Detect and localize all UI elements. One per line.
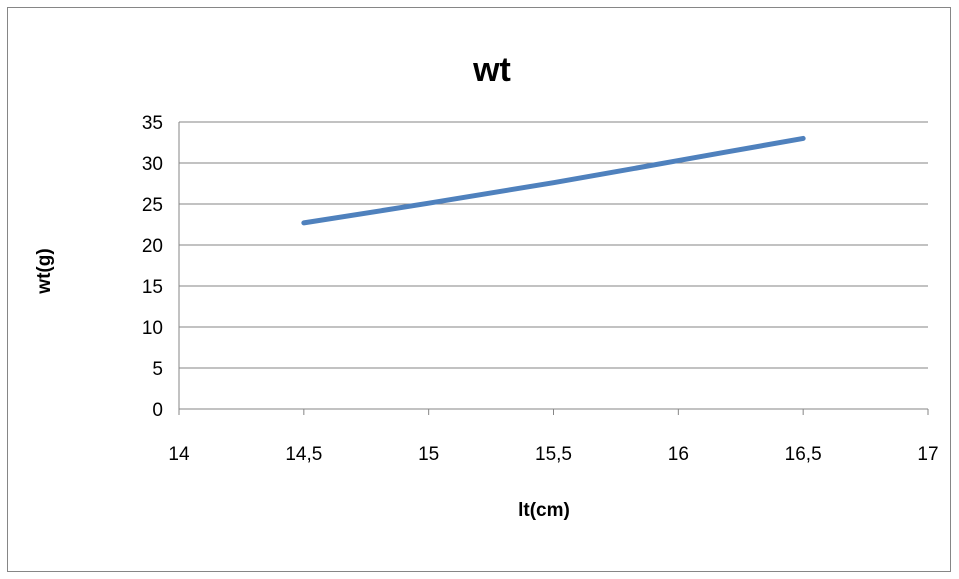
gridlines bbox=[179, 121, 928, 369]
x-axis-title: lt(cm) bbox=[518, 500, 570, 521]
y-tick-label: 5 bbox=[152, 359, 163, 380]
axes bbox=[178, 122, 929, 415]
y-tick-label: 30 bbox=[142, 154, 163, 175]
x-tick-label: 14 bbox=[168, 444, 190, 465]
line-chart: wt 0 5 10 15 20 25 30 35 14 14,5 15 15,5 16 16,5 17 lt… bbox=[34, 51, 939, 521]
chart-area: wt 0 5 10 15 20 25 30 35 14 14,5 15 15,5 16 16,5 17 lt… bbox=[7, 7, 951, 572]
y-axis-title: wt(g) bbox=[34, 248, 55, 294]
series-layer bbox=[301, 135, 806, 226]
x-tick-label: 16 bbox=[668, 444, 689, 465]
x-tick-label: 16,5 bbox=[785, 444, 822, 465]
chart-title: wt bbox=[472, 51, 511, 89]
y-tick-label: 35 bbox=[142, 113, 163, 134]
x-tick-label: 15,5 bbox=[535, 444, 572, 465]
y-tick-label: 20 bbox=[142, 236, 163, 257]
y-tick-label: 15 bbox=[142, 277, 163, 298]
series-line-0 bbox=[301, 135, 806, 226]
y-tick-label: 0 bbox=[152, 400, 163, 421]
x-tick-label: 17 bbox=[917, 444, 938, 465]
y-tick-label: 10 bbox=[142, 318, 163, 339]
x-tick-label: 14,5 bbox=[285, 444, 322, 465]
x-tick-label: 15 bbox=[418, 444, 439, 465]
y-tick-label: 25 bbox=[142, 195, 163, 216]
tick-labels: 0 5 10 15 20 25 30 35 14 14,5 15 15,5 16 16,5 17 bbox=[142, 113, 939, 465]
